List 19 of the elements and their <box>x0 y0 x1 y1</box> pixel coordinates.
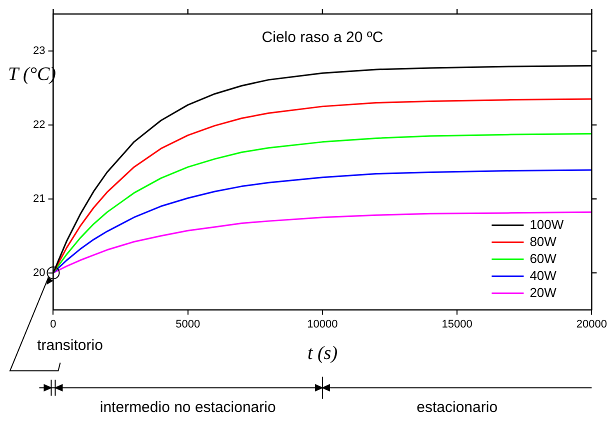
x-tick-label: 20000 <box>576 318 608 330</box>
annotation: transitorio <box>37 336 103 354</box>
legend-label: 60W <box>530 250 558 266</box>
x-axis-title: t (s) <box>307 342 338 364</box>
text: intermedio no estacionario <box>100 398 276 416</box>
x-tick-label: 0 <box>50 318 56 330</box>
x-tick-label: 10000 <box>307 318 338 330</box>
y-tick-label: 20 <box>32 266 46 279</box>
text: estacionario <box>416 398 498 416</box>
legend-label: 100W <box>530 216 564 232</box>
y-tick-label: 23 <box>32 45 46 58</box>
x-tick-label: 15000 <box>442 318 472 330</box>
x-tick-label: 5000 <box>176 318 200 330</box>
legend-label: 40W <box>530 268 558 283</box>
y-tick-label: 22 <box>32 118 46 131</box>
text: Cielo raso a 20 ºC <box>262 29 384 46</box>
legend-label: 80W <box>530 234 558 249</box>
y-tick-label: 21 <box>32 192 46 205</box>
legend-label: 20W <box>530 284 558 300</box>
